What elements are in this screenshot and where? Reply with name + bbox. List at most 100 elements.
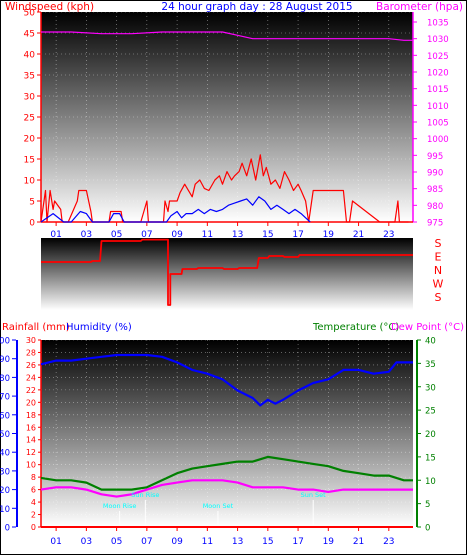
rain-tick-label: 12 [26,448,36,457]
rain-tick-label: 4 [31,498,36,507]
humidity-tick-label: 80 [0,374,10,384]
humidity-tick-label: 50 [0,430,10,440]
rain-tick-label: 2 [31,511,36,520]
baro-right-tick-label: 985 [427,185,443,195]
temp-tick-label: 35 [425,360,436,370]
direction-label: S [435,291,442,304]
rain-tick-label: 22 [26,386,36,395]
wind-x-tick-label: 17 [292,230,303,240]
wind-left-tick-label: 5 [29,198,35,208]
wind-x-tick-label: 07 [141,230,152,240]
humidity-tick-label: 40 [0,449,10,459]
baro-right-tick-label: 1000 [427,135,449,145]
weather-x-tick-label: 09 [171,537,183,547]
direction-label: S [435,237,442,250]
rain-tick-label: 26 [26,361,36,370]
wind-left-tick-label: 40 [24,51,36,61]
weather-panel-annotations: Sun Rise Moon Rise Sun Set Moon Set [103,491,326,525]
wind-x-tick-label: 05 [111,230,122,240]
humidity-tick-label: 70 [0,393,10,403]
weather-x-tick-label: 01 [50,537,61,547]
rain-tick-label: 20 [26,398,36,407]
weather-x-tick-label: 03 [81,537,92,547]
wind-x-tick-label: 21 [353,230,364,240]
rain-tick-label: 30 [26,336,36,345]
rain-tick-label: 10 [26,461,36,470]
baro-right-tick-label: 990 [427,169,443,179]
humidity-tick-label: 90 [0,355,10,365]
wind-left-tick-label: 50 [24,9,36,19]
humidity-axis-label: Humidity (%) [66,322,132,333]
temp-tick-label: 5 [425,500,430,510]
baro-right-tick-label: 980 [427,202,443,212]
temp-tick-label: 10 [425,477,436,487]
weather-x-tick-label: 13 [232,537,243,547]
baro-right-tick-label: 975 [427,219,443,229]
temp-tick-label: 20 [425,430,436,440]
wind-left-tick-label: 0 [29,219,35,229]
baro-right-tick-label: 1010 [427,102,449,112]
baro-right-tick-label: 1030 [427,35,449,45]
dewpoint-axis-label: Dew Point (°C) [391,322,464,333]
weather-series-line-2 [40,479,413,498]
temp-tick-label: 0 [425,524,430,534]
rain-tick-label: 16 [26,423,36,432]
annotation-label: Moon Rise [103,502,136,510]
direction-label: E [435,251,442,264]
rainfall-axis-label: Rainfall (mm) [2,322,70,333]
wind-x-tick-label: 01 [50,230,61,240]
chart-title: 24 hour graph day : 28 August 2015 [161,1,352,13]
rain-tick-label: 14 [26,436,36,445]
baro-right-tick-label: 1015 [427,85,449,95]
direction-series-line-0 [41,238,413,306]
rain-tick-label: 28 [26,348,36,357]
wind-left-tick-label: 10 [24,177,36,187]
wind-x-tick-label: 23 [383,230,394,240]
wind-left-tick-label: 20 [24,135,36,145]
baro-right-tick-label: 1025 [427,52,449,62]
weather-x-tick-label: 05 [111,537,122,547]
windspeed-axis-label: Windspeed (kph) [5,1,94,13]
humidity-tick-label: 30 [0,467,10,477]
humidity-tick-label: 0 [5,524,10,534]
direction-panel-series [41,238,413,306]
direction-label: W [433,278,444,291]
wind-x-tick-label: 03 [81,230,92,240]
weather-series-line-1 [40,455,413,491]
direction-label: N [434,264,442,277]
barometer-axis-label: Barometer (hpa) [376,1,463,13]
weather-x-tick-label: 11 [202,537,213,547]
wind-x-tick-label: 19 [323,230,335,240]
wind-series-line-1 [40,196,311,223]
wind-left-tick-label: 15 [24,156,35,166]
annotation-label: Sun Rise [131,491,159,499]
wind-left-tick-label: 25 [24,114,35,124]
weather-x-tick-label: 19 [323,537,335,547]
temp-tick-label: 40 [425,337,436,347]
wind-panel-ticks: 0510152025303540455097598098599099510001… [24,9,449,241]
weather-series-line-0 [40,353,413,407]
weather-x-tick-label: 21 [353,537,364,547]
baro-right-tick-label: 1020 [427,69,449,79]
temperature-axis-label: Temperature (°C) [312,322,399,333]
humidity-tick-label: 20 [0,486,10,496]
wind-panel-grid [41,11,413,223]
baro-right-tick-label: 1035 [427,19,449,29]
weather-panel-background [41,340,413,527]
wind-x-tick-label: 15 [262,230,273,240]
wind-series-line-0 [40,154,409,223]
wind-x-tick-label: 13 [232,230,243,240]
baro-right-tick-label: 995 [427,152,443,162]
temp-tick-label: 30 [425,383,436,393]
weather-x-tick-label: 23 [383,537,394,547]
humidity-tick-label: 60 [0,411,10,421]
wind-left-tick-label: 35 [24,72,35,82]
rain-tick-label: 6 [31,486,36,495]
wind-x-tick-label: 09 [171,230,183,240]
annotation-label: Moon Set [203,502,234,510]
wind-left-tick-label: 45 [24,30,35,40]
weather-panel-ticks: 0102030405060708090100024681012141618202… [0,336,436,547]
temp-tick-label: 15 [425,453,436,463]
